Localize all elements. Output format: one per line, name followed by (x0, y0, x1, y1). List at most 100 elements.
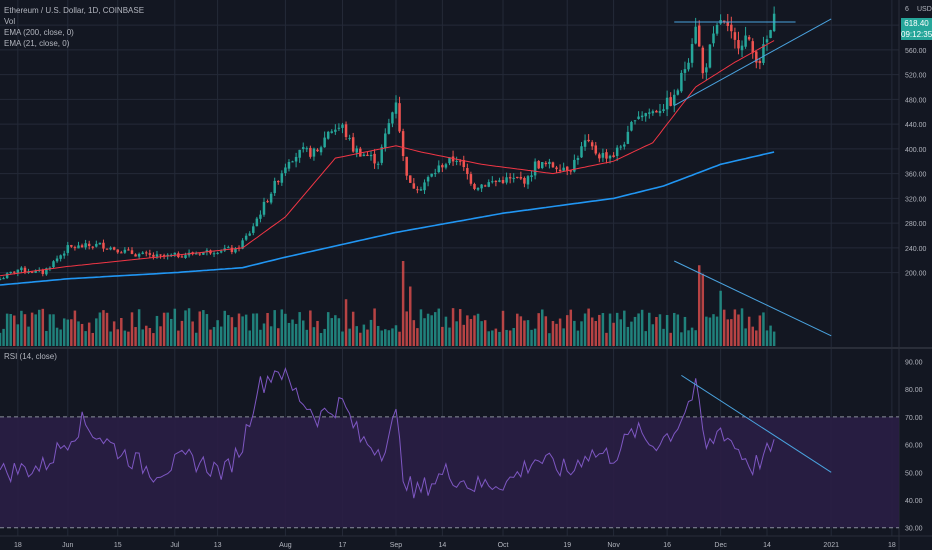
candle-body (326, 131, 330, 139)
volume-bar (687, 330, 690, 346)
candle-body (298, 149, 301, 158)
volume-bar (623, 310, 626, 346)
volume-bar (362, 324, 366, 346)
candle-body (202, 252, 205, 255)
volume-bar (62, 318, 66, 346)
volume-bar (755, 330, 758, 346)
price-tick-label: 320.00 (905, 196, 927, 203)
volume-bar (548, 333, 551, 346)
candle-body (109, 247, 112, 250)
candle-body (123, 249, 127, 253)
last-price-badge: 618.40 (904, 19, 929, 28)
volume-bar (455, 321, 458, 346)
volume-bar (351, 311, 355, 346)
candle-body (0, 278, 2, 281)
candle-body (84, 243, 87, 248)
candle-body (680, 72, 683, 92)
volume-bar (212, 327, 216, 346)
volume-bar (266, 313, 269, 346)
candle-body (266, 201, 269, 203)
volume-bar (319, 333, 323, 346)
last-price-badge-bg (901, 18, 932, 29)
volume-trendline (674, 260, 832, 337)
candle-body (551, 162, 555, 168)
volume-bar (726, 319, 730, 346)
volume-bar (330, 318, 334, 346)
volume-bar (648, 312, 651, 346)
candle-body (476, 188, 480, 190)
volume-bar (662, 328, 665, 346)
candle-body (612, 155, 615, 158)
candle-body (765, 39, 769, 43)
volume-bar (430, 315, 433, 346)
candle-body (337, 127, 341, 129)
candle-body (137, 253, 141, 257)
rsi-tick-label: 70.00 (905, 415, 923, 422)
rsi-tick-label: 30.00 (905, 526, 923, 533)
candle-body (334, 129, 337, 132)
candle-body (658, 110, 662, 114)
candle-body (5, 273, 9, 279)
candle-body (20, 267, 23, 271)
volume-bar (451, 308, 455, 346)
candle-body (9, 271, 12, 274)
candle-body (519, 176, 523, 179)
countdown-badge: 09:12:35 (901, 30, 932, 39)
candle-body (412, 183, 416, 189)
volume-bar (194, 332, 198, 346)
volume-bar (722, 309, 726, 346)
volume-bar (558, 318, 562, 346)
candle-body (637, 116, 640, 120)
volume-bar (127, 331, 130, 346)
candle-body (227, 247, 230, 249)
ema200-legend[interactable]: EMA (200, close, 0) (4, 28, 74, 37)
candle-body (469, 174, 473, 184)
ascending-trendline (674, 18, 832, 106)
candle-body (66, 245, 70, 253)
volume-bar (633, 316, 637, 346)
volume-bar (155, 315, 159, 346)
candle-body (541, 162, 544, 168)
time-tick-label: 15 (114, 542, 122, 549)
candle-body (391, 112, 394, 124)
volume-bar (52, 314, 55, 346)
volume-bar (526, 320, 530, 346)
volume-bar (248, 330, 251, 346)
candle-body (373, 153, 376, 164)
volume-bar (259, 329, 262, 346)
volume-bar (441, 326, 444, 346)
volume-bar (109, 331, 112, 346)
volume-bar (27, 326, 30, 346)
candle-body (712, 33, 715, 44)
candle-body (401, 131, 405, 157)
candle-body (273, 180, 276, 194)
volume-bar (737, 314, 740, 346)
candle-body (487, 182, 490, 187)
time-tick-label: 17 (339, 542, 347, 549)
symbol-title[interactable]: Ethereum / U.S. Dollar, 1D, COINBASE (4, 6, 145, 15)
volume-bar (501, 310, 505, 346)
candle-body (277, 181, 280, 183)
candle-body (697, 25, 701, 47)
candle-body (244, 235, 248, 240)
rsi-legend[interactable]: RSI (14, close) (4, 352, 57, 361)
volume-legend[interactable]: Vol (4, 17, 16, 26)
volume-bar (655, 317, 658, 346)
volume-bar (412, 320, 416, 346)
volume-bar (762, 312, 765, 346)
volume-bar (747, 316, 751, 346)
candle-body (587, 139, 590, 142)
candle-body (623, 144, 626, 147)
rsi-tick-label: 90.00 (905, 360, 923, 367)
volume-bar (298, 312, 301, 346)
candle-body (316, 149, 319, 152)
candle-body (580, 146, 583, 158)
candle-body (733, 32, 737, 40)
candle-body (608, 155, 612, 159)
ema21-legend[interactable]: EMA (21, close, 0) (4, 39, 70, 48)
volume-bar (537, 313, 540, 346)
candle-body (762, 44, 765, 63)
volume-bar (433, 312, 437, 346)
candle-body (590, 142, 594, 147)
